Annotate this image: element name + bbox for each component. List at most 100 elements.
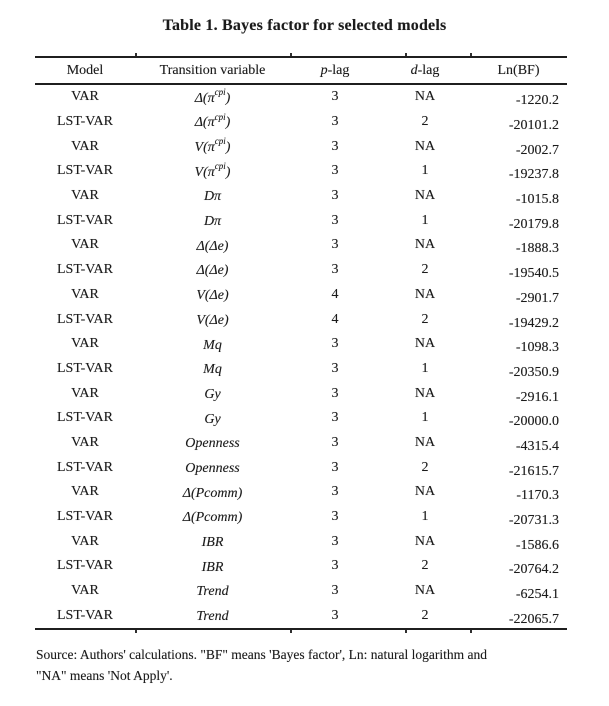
rule-tick xyxy=(405,53,407,56)
rule-tick xyxy=(290,53,292,56)
source-note: Source: Authors' calculations. "BF" mean… xyxy=(36,644,581,686)
table-row: VAR V(πcpi) 3 NA -2002.7 xyxy=(35,134,567,159)
p-lag-cell: 3 xyxy=(331,434,339,450)
transition-variable-cell: Gy xyxy=(204,411,221,427)
p-lag-cell: 3 xyxy=(331,583,339,599)
lnbf-cell: -20764.2 xyxy=(508,562,559,578)
model-cell: LST-VAR xyxy=(56,311,114,327)
d-lag-cell: 2 xyxy=(421,262,429,278)
table-row: LST-VAR Mq 3 1 -20350.9 xyxy=(35,357,567,382)
lnbf-cell: -20350.9 xyxy=(508,364,559,380)
d-lag-cell: 2 xyxy=(421,311,429,327)
transition-variable-cell: Mq xyxy=(203,362,222,378)
table-row: LST-VAR Δ(Pcomm) 3 1 -20731.3 xyxy=(35,505,567,530)
table-row: VAR Δ(Pcomm) 3 NA -1170.3 xyxy=(35,480,567,505)
table-row: VAR Openness 3 NA -4315.4 xyxy=(35,431,567,456)
rule-tick xyxy=(470,53,472,56)
lnbf-cell: -20179.8 xyxy=(508,216,559,232)
table-title: Table 1. Bayes factor for selected model… xyxy=(162,17,447,34)
p-lag-cell: 3 xyxy=(331,262,339,278)
rule-tick xyxy=(290,630,292,634)
d-lag-cell: NA xyxy=(414,286,436,302)
table-row: LST-VAR V(Δe) 4 2 -19429.2 xyxy=(35,307,567,332)
model-cell: LST-VAR xyxy=(56,212,114,228)
transition-variable-cell: Δ(Δe) xyxy=(196,263,229,279)
p-lag-cell: 3 xyxy=(331,138,339,154)
d-lag-cell: 1 xyxy=(421,212,429,228)
transition-variable-cell: V(πcpi) xyxy=(194,161,231,180)
p-lag-cell: 3 xyxy=(331,533,339,549)
lnbf-cell: -1015.8 xyxy=(515,192,559,208)
lnbf-cell: -20731.3 xyxy=(508,513,559,529)
d-lag-cell: 1 xyxy=(421,360,429,376)
rule-tick xyxy=(405,630,407,634)
lnbf-cell: -19429.2 xyxy=(508,315,559,331)
model-cell: LST-VAR xyxy=(56,163,114,179)
model-cell: LST-VAR xyxy=(56,459,114,475)
model-cell: VAR xyxy=(71,188,99,204)
model-cell: LST-VAR xyxy=(56,558,114,574)
table-bottom-rule xyxy=(35,628,567,631)
transition-variable-cell: Openness xyxy=(185,436,240,452)
rule-tick xyxy=(135,630,137,634)
transition-variable-cell: Openness xyxy=(185,460,240,476)
d-lag-cell: 1 xyxy=(421,410,429,426)
transition-variable-cell: Gy xyxy=(204,386,221,402)
transition-variable-cell: Dπ xyxy=(203,214,222,230)
transition-variable-cell: Δ(Δe) xyxy=(196,238,229,254)
lnbf-cell: -1170.3 xyxy=(516,488,559,504)
table-row: VAR Δ(πcpi) 3 NA -1220.2 xyxy=(35,85,567,110)
d-lag-cell: NA xyxy=(414,237,436,253)
p-lag-cell: 3 xyxy=(331,385,339,401)
model-cell: LST-VAR xyxy=(56,360,114,376)
model-cell: VAR xyxy=(71,583,99,599)
rule-tick xyxy=(470,630,472,634)
source-note-line2: "NA" means 'Not Apply'. xyxy=(36,668,173,684)
column-header-transition-variable: Transition variable xyxy=(159,62,266,78)
lnbf-cell: -19237.8 xyxy=(508,167,559,183)
model-cell: VAR xyxy=(71,336,99,352)
p-lag-cell: 3 xyxy=(331,237,339,253)
table-row: VAR Δ(Δe) 3 NA -1888.3 xyxy=(35,233,567,258)
d-lag-cell: 1 xyxy=(421,163,429,179)
model-cell: VAR xyxy=(71,385,99,401)
transition-variable-cell: IBR xyxy=(201,559,224,575)
p-lag-cell: 3 xyxy=(331,484,339,500)
lnbf-cell: -2916.1 xyxy=(515,389,559,405)
table-row: VAR Gy 3 NA -2916.1 xyxy=(35,381,567,406)
lnbf-cell: -1098.3 xyxy=(515,340,559,356)
d-lag-cell: 2 xyxy=(421,459,429,475)
d-lag-cell: NA xyxy=(414,533,436,549)
model-cell: VAR xyxy=(71,138,99,154)
table-row: LST-VAR V(πcpi) 3 1 -19237.8 xyxy=(35,159,567,184)
d-lag-cell: NA xyxy=(414,385,436,401)
d-lag-cell: 2 xyxy=(421,558,429,574)
lnbf-cell: -20101.2 xyxy=(508,118,559,134)
transition-variable-cell: Trend xyxy=(196,609,229,625)
table-row: LST-VAR Openness 3 2 -21615.7 xyxy=(35,455,567,480)
transition-variable-cell: V(Δe) xyxy=(196,312,229,328)
column-header-p-lag: p-lag xyxy=(320,62,350,78)
rule-tick xyxy=(135,53,137,56)
p-lag-cell: 3 xyxy=(331,607,339,623)
table-top-rule xyxy=(35,56,567,58)
lnbf-cell: -2002.7 xyxy=(515,142,559,158)
d-lag-cell: NA xyxy=(414,434,436,450)
p-lag-cell: 3 xyxy=(331,114,339,130)
p-lag-cell: 3 xyxy=(331,188,339,204)
table-row: VAR Mq 3 NA -1098.3 xyxy=(35,332,567,357)
lnbf-cell: -22065.7 xyxy=(508,611,559,627)
transition-variable-cell: Δ(Pcomm) xyxy=(182,510,243,526)
d-lag-cell: NA xyxy=(414,138,436,154)
table-row: LST-VAR Δ(Δe) 3 2 -19540.5 xyxy=(35,258,567,283)
lnbf-cell: -19540.5 xyxy=(508,266,559,282)
table-row: LST-VAR IBR 3 2 -20764.2 xyxy=(35,554,567,579)
d-lag-cell: NA xyxy=(414,484,436,500)
table-row: LST-VAR Trend 3 2 -22065.7 xyxy=(35,603,567,628)
p-lag-cell: 3 xyxy=(331,360,339,376)
table-row: VAR V(Δe) 4 NA -2901.7 xyxy=(35,283,567,308)
table-row: LST-VAR Δ(πcpi) 3 2 -20101.2 xyxy=(35,110,567,135)
bayes-factor-table: Model Transition variable p-lag d-lag Ln… xyxy=(35,53,567,634)
transition-variable-cell: V(πcpi) xyxy=(194,136,231,156)
